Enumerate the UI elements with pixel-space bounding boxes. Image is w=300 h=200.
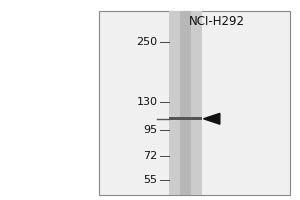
Bar [169,11,202,195]
Bar [180,11,191,195]
Bar [169,117,202,120]
FancyBboxPatch shape [100,11,290,195]
Text: 250: 250 [136,37,158,47]
Text: NCI-H292: NCI-H292 [189,15,244,28]
Text: 72: 72 [143,151,158,161]
Text: 55: 55 [143,175,158,185]
Polygon shape [203,113,220,124]
Text: 130: 130 [136,97,158,107]
Text: 95: 95 [143,125,158,135]
